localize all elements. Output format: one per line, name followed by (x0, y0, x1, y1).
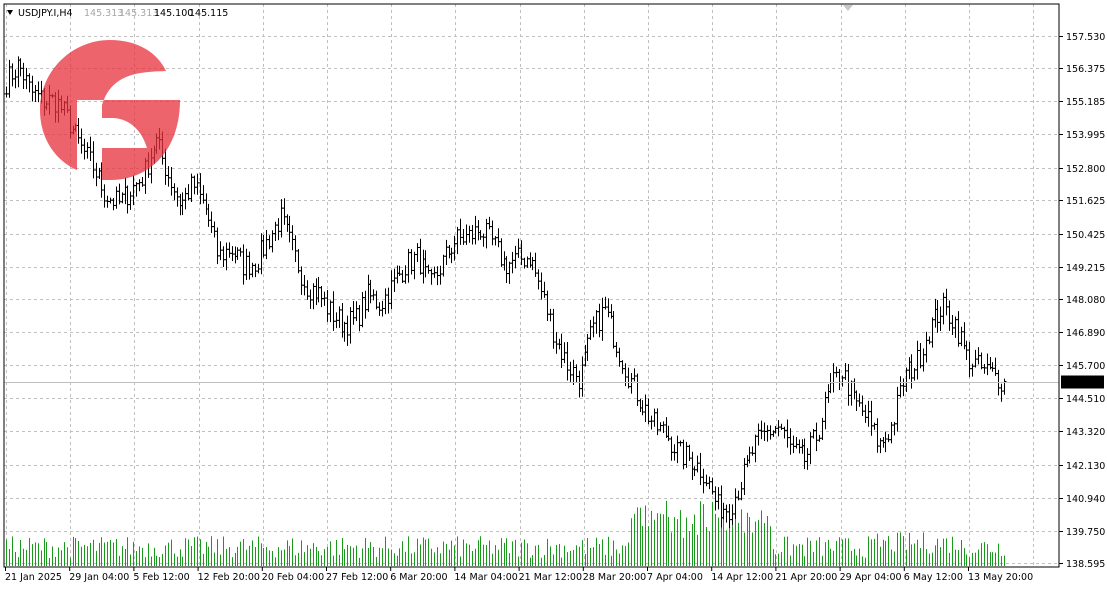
symbol-header: USDJPY.I,H4 145.313 145.313 145.100 145.… (7, 8, 228, 19)
x-tick-label: 29 Apr 04:00 (840, 572, 902, 583)
current-price-label: 145.115 (1064, 378, 1103, 389)
symbol-label: USDJPY.I,H4 (18, 8, 73, 19)
y-tick-label: 155.185 (1066, 97, 1105, 108)
triangle-down-icon[interactable] (843, 5, 853, 11)
x-tick-label: 7 Apr 04:00 (647, 572, 703, 583)
x-tick-label: 28 Mar 20:00 (583, 572, 646, 583)
y-tick-label: 156.375 (1066, 64, 1105, 75)
y-tick-label: 139.750 (1066, 527, 1105, 538)
x-tick-label: 21 Mar 12:00 (519, 572, 582, 583)
x-tick-label: 14 Mar 04:00 (454, 572, 517, 583)
ohlc-low: 145.100 (154, 8, 193, 19)
current-price-tag: 145.115 (1061, 375, 1104, 389)
y-tick-label: 146.890 (1066, 328, 1105, 339)
y-tick-label: 151.625 (1066, 196, 1105, 207)
x-tick-label: 20 Feb 04:00 (262, 572, 324, 583)
triangle-down-icon[interactable] (7, 10, 13, 15)
grid (4, 4, 1059, 567)
ohlc-high: 145.313 (119, 8, 158, 19)
ohlc-open: 145.313 (84, 8, 123, 19)
y-tick-label: 149.215 (1066, 263, 1105, 274)
time-axis: 21 Jan 2025 29 Jan 04:00 5 Feb 12:00 12 Feb… (5, 567, 1033, 583)
y-tick-label: 145.700 (1066, 361, 1105, 372)
x-tick-label: 21 Jan 2025 (5, 572, 62, 583)
x-tick-label: 13 May 20:00 (968, 572, 1033, 583)
fg-logo-icon (40, 40, 180, 180)
x-tick-label: 12 Feb 20:00 (198, 572, 260, 583)
y-tick-label: 144.510 (1066, 394, 1105, 405)
y-tick-label: 152.800 (1066, 164, 1105, 175)
y-tick-label: 140.940 (1066, 494, 1105, 505)
ohlc-bar (1002, 378, 1007, 395)
x-tick-label: 6 Mar 20:00 (390, 572, 447, 583)
y-tick-label: 150.425 (1066, 230, 1105, 241)
y-tick-label: 143.320 (1066, 427, 1105, 438)
x-tick-label: 5 Feb 12:00 (133, 572, 189, 583)
ohlc-close: 145.115 (189, 8, 228, 19)
x-tick-label: 14 Apr 12:00 (711, 572, 773, 583)
y-tick-label: 138.595 (1066, 559, 1105, 570)
price-axis: 157.530 156.375 155.185 153.995 152.800 151.6… (1059, 32, 1105, 570)
y-tick-label: 148.080 (1066, 295, 1105, 306)
y-tick-label: 142.130 (1066, 461, 1105, 472)
y-tick-label: 153.995 (1066, 130, 1105, 141)
ohlc-bars (4, 56, 1007, 529)
x-tick-label: 29 Jan 04:00 (69, 572, 129, 583)
x-tick-label: 6 May 12:00 (904, 572, 963, 583)
x-tick-label: 27 Feb 12:00 (326, 572, 388, 583)
y-tick-label: 157.530 (1066, 32, 1105, 43)
volume-histogram (6, 500, 1005, 566)
x-tick-label: 21 Apr 20:00 (775, 572, 837, 583)
